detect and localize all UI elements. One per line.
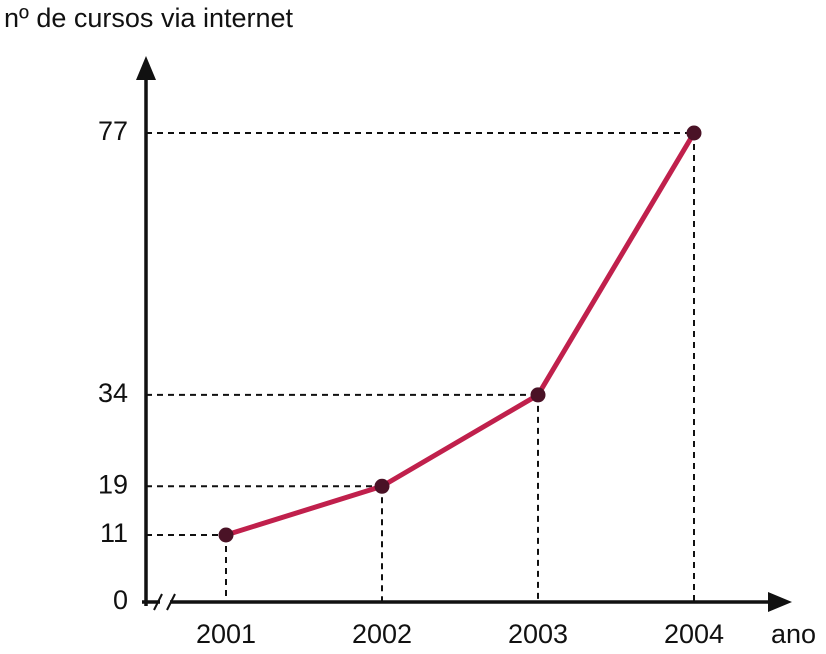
- x-tick-label: 2001: [196, 619, 256, 649]
- axis-break: [166, 593, 176, 611]
- point: [374, 478, 390, 494]
- x-tick-label: 2004: [664, 619, 724, 649]
- y-tick-label: 19: [98, 469, 128, 499]
- y-tick-label: 0: [113, 585, 128, 615]
- line: [225, 131, 697, 538]
- x-tick-label: 2003: [508, 619, 568, 649]
- axis-break: [153, 593, 163, 611]
- y-tick-label: 34: [98, 378, 128, 408]
- y-axis-label: nº de cursos via internet: [4, 3, 294, 33]
- x-tick-label: 2002: [352, 619, 412, 649]
- y-tick-label: 77: [98, 116, 128, 146]
- point: [530, 387, 546, 403]
- point: [686, 125, 702, 141]
- y-axis-arrow: [136, 56, 156, 80]
- y-tick-label: 11: [100, 518, 128, 548]
- x-axis-arrow: [768, 592, 792, 612]
- x-axis-label: ano: [771, 619, 816, 649]
- point: [218, 527, 234, 543]
- axis-break-gap: [160, 592, 170, 612]
